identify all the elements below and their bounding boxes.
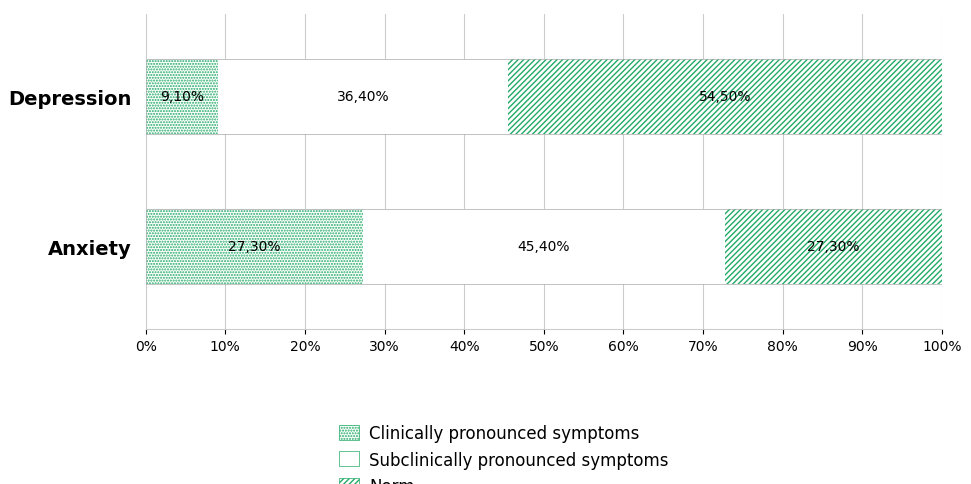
Text: 27,30%: 27,30% (807, 240, 859, 254)
Text: 27,30%: 27,30% (228, 240, 281, 254)
Bar (363, 209, 724, 284)
Text: 45,40%: 45,40% (518, 240, 570, 254)
Text: 9,10%: 9,10% (160, 90, 204, 104)
Bar (146, 60, 218, 135)
Bar (508, 60, 942, 135)
Bar (146, 209, 363, 284)
Bar (218, 60, 508, 135)
Bar (724, 209, 942, 284)
Bar (146, 60, 942, 135)
Legend: Clinically pronounced symptoms, Subclinically pronounced symptoms, Norm: Clinically pronounced symptoms, Subclini… (331, 416, 677, 484)
Text: 54,50%: 54,50% (699, 90, 752, 104)
Bar (146, 209, 942, 284)
Text: 36,40%: 36,40% (337, 90, 389, 104)
